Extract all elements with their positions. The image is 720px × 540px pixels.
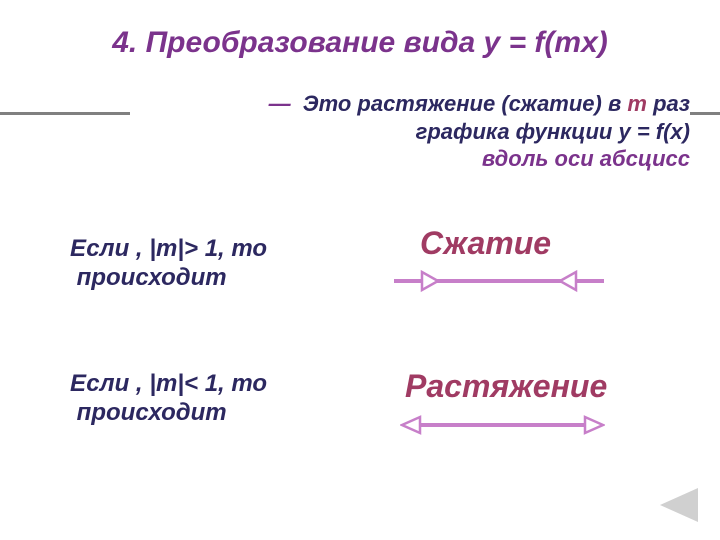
desc-dash: — — [269, 91, 291, 116]
desc-part1: Это растяжение (сжатие) в — [303, 91, 622, 116]
slide-title: 4. Преобразование вида y = f(mx) — [0, 26, 720, 60]
condition-2: Если , |m|< 1, то происходит — [70, 370, 370, 428]
arrow-stretch — [400, 412, 605, 438]
condition-2-b: происходит — [70, 399, 227, 426]
condition-2-a: Если , |m|< 1, то — [70, 370, 267, 397]
condition-1-a: Если , |m|> 1, то — [70, 235, 267, 262]
description: — Это растяжение (сжатие) в m раз график… — [130, 90, 690, 173]
condition-1: Если , |m|> 1, то происходит — [70, 235, 370, 293]
prev-slide-button[interactable] — [656, 484, 702, 526]
label-stretch: Растяжение — [405, 368, 607, 405]
desc-part2: раз — [653, 91, 690, 116]
desc-line3: вдоль оси абсцисс — [482, 146, 690, 171]
label-compress: Сжатие — [420, 225, 551, 262]
condition-1-b: происходит — [70, 264, 227, 291]
desc-m: m — [627, 91, 647, 116]
desc-line2: графика функции y = f(x) — [416, 119, 690, 144]
arrow-compress — [394, 266, 604, 296]
